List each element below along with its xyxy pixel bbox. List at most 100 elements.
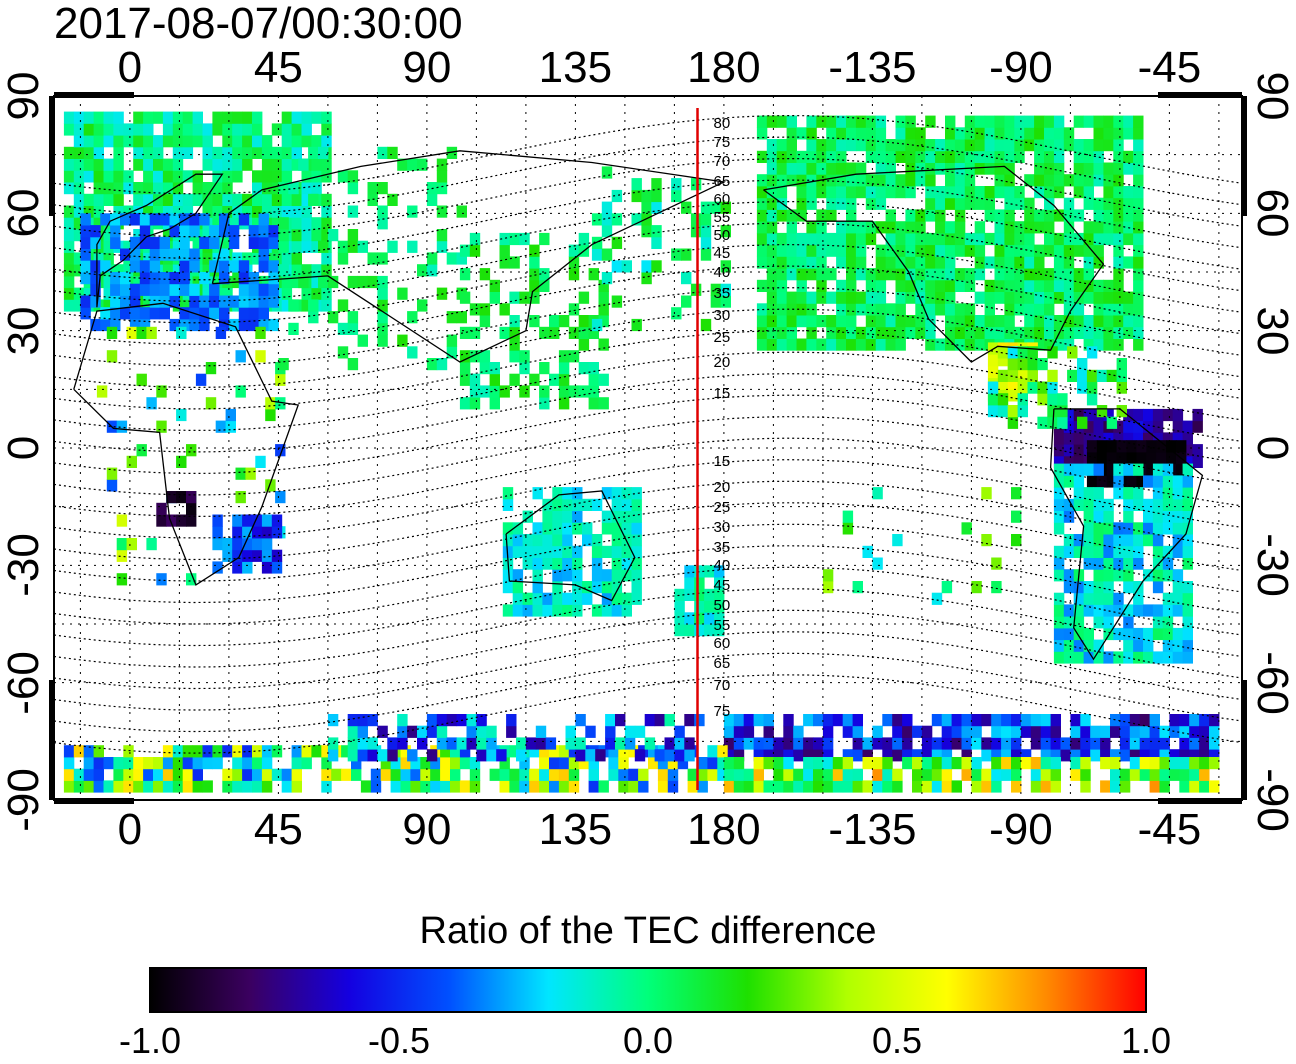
data-cell — [964, 127, 976, 140]
data-cell — [846, 315, 857, 328]
data-cell — [687, 768, 698, 781]
data-cell — [1083, 463, 1094, 476]
data-cell — [209, 283, 220, 296]
data-cell — [248, 307, 260, 320]
data-cell — [489, 373, 500, 386]
data-cell — [984, 256, 995, 269]
data-cell — [275, 491, 286, 504]
data-cell — [572, 557, 583, 570]
data-cell — [657, 757, 669, 770]
data-cell — [925, 326, 936, 339]
data-cell — [826, 338, 837, 351]
data-cell — [341, 768, 352, 781]
data-cell — [90, 283, 101, 296]
data-cell — [697, 780, 708, 793]
data-cell — [591, 318, 603, 332]
data-cell — [232, 217, 243, 230]
data-cell — [1139, 725, 1151, 738]
data-cell — [133, 229, 144, 242]
data-cell — [63, 111, 75, 124]
data-cell — [836, 232, 847, 246]
data-cell — [1123, 627, 1134, 641]
data-cell — [912, 780, 923, 793]
data-cell — [951, 725, 962, 738]
data-cell — [400, 780, 411, 793]
data-cell — [1113, 209, 1124, 222]
data-cell — [456, 252, 467, 265]
data-cell — [1063, 545, 1075, 558]
data-cell — [1020, 749, 1032, 762]
data-cell — [842, 510, 854, 523]
data-cell — [690, 178, 702, 191]
data-cell — [512, 592, 524, 605]
data-cell — [502, 522, 514, 535]
data-cell — [882, 714, 893, 727]
data-cell — [100, 307, 111, 320]
data-cell — [436, 229, 448, 242]
data-cell — [766, 315, 778, 328]
data-cell — [846, 338, 857, 351]
data-cell — [357, 334, 368, 347]
data-cell — [915, 139, 926, 152]
data-cell — [618, 745, 629, 758]
data-cell — [83, 768, 95, 781]
colorbar-title: Ratio of the TEC difference — [419, 910, 877, 952]
data-cell — [895, 268, 906, 281]
data-cell — [994, 127, 1005, 140]
data-cell — [994, 221, 1005, 234]
data-cell — [578, 291, 590, 304]
data-cell — [162, 780, 174, 793]
data-cell — [258, 260, 269, 273]
data-cell — [994, 256, 1005, 269]
data-cell — [143, 193, 154, 206]
data-cell — [532, 557, 543, 570]
data-cell — [73, 780, 85, 793]
data-cell — [73, 299, 85, 312]
data-cell — [813, 780, 824, 793]
data-cell — [628, 768, 639, 781]
data-cell — [265, 408, 276, 422]
data-cell — [925, 186, 936, 199]
data-cell — [1030, 757, 1042, 770]
data-cell — [641, 260, 652, 273]
data-cell — [974, 232, 986, 246]
data-cell — [129, 260, 141, 273]
data-cell — [1063, 432, 1075, 445]
data-cell — [865, 338, 877, 351]
data-cell — [608, 757, 619, 770]
data-cell — [862, 780, 873, 793]
data-cell — [179, 283, 190, 296]
data-cell — [568, 326, 580, 339]
data-cell — [245, 467, 256, 480]
data-cell — [397, 737, 408, 750]
colorbar-tick-label: 0.0 — [622, 1020, 674, 1061]
data-cell — [1053, 244, 1065, 257]
data-cell — [90, 295, 101, 308]
data-cell — [268, 236, 279, 249]
data-cell — [1020, 714, 1032, 727]
data-cell — [387, 749, 398, 762]
data-cell — [591, 604, 603, 617]
data-cell — [598, 279, 609, 292]
data-cell — [308, 146, 319, 159]
mag-contour — [53, 545, 1243, 625]
data-cell — [816, 338, 827, 351]
data-cell — [83, 111, 95, 124]
data-cell — [1103, 534, 1114, 547]
data-cell — [905, 244, 916, 257]
data-cell — [855, 115, 867, 128]
data-cell — [146, 397, 157, 410]
data-cell — [1093, 604, 1104, 617]
data-cell — [717, 768, 728, 781]
data-cell — [1034, 256, 1045, 269]
data-cell — [997, 393, 1009, 406]
data-cell — [347, 182, 359, 195]
data-cell — [816, 186, 827, 199]
data-cell — [902, 725, 913, 738]
data-cell — [242, 780, 253, 793]
data-cell — [806, 162, 817, 175]
data-cell — [941, 581, 953, 594]
data-cell — [981, 534, 992, 547]
data-cell — [162, 135, 174, 148]
data-cell — [1080, 725, 1091, 738]
